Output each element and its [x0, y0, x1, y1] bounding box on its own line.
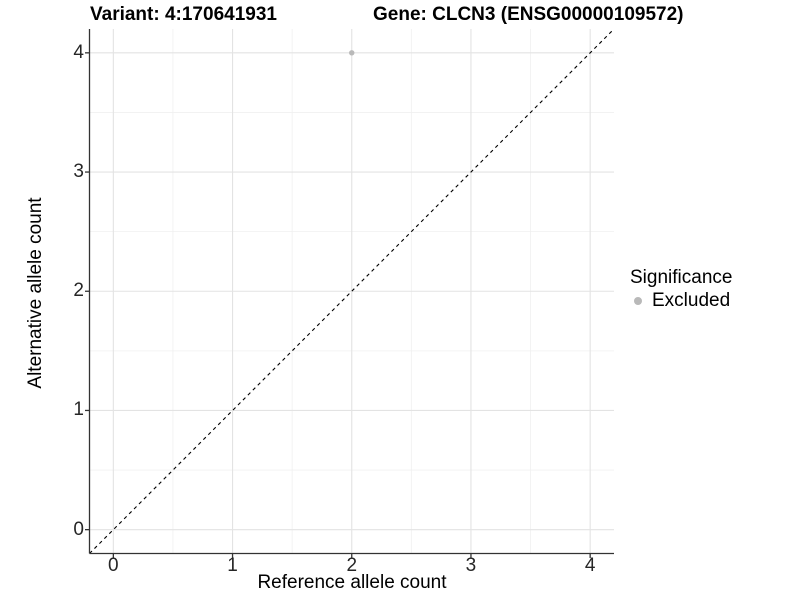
x-tick-label: 2	[346, 555, 358, 576]
data-point	[349, 50, 355, 56]
y-tick-label: 0	[73, 518, 84, 540]
y-tick-label: 3	[73, 161, 84, 183]
y-tick-label: 4	[73, 41, 84, 63]
y-axis-title: Alternative allele count	[25, 197, 46, 389]
x-tick-label: 4	[584, 555, 596, 576]
x-tick-label: 3	[465, 555, 477, 576]
plot-title-gene: Gene: CLCN3 (ENSG00000109572)	[373, 4, 684, 25]
y-tick-label: 2	[73, 280, 84, 302]
legend-point-swatch	[634, 297, 642, 305]
y-tick-label: 1	[73, 399, 84, 421]
legend-title: Significance	[630, 267, 733, 288]
x-tick-label: 0	[108, 555, 119, 576]
legend: Significance Excluded	[630, 267, 732, 312]
legend-item-excluded: Excluded	[630, 290, 732, 312]
x-axis-title: Reference allele count	[257, 572, 447, 593]
plot-title-variant: Variant: 4:170641931	[90, 4, 277, 25]
legend-item-label: Excluded	[652, 290, 731, 311]
identity-line	[89, 28, 615, 554]
x-tick-label: 1	[227, 555, 238, 576]
